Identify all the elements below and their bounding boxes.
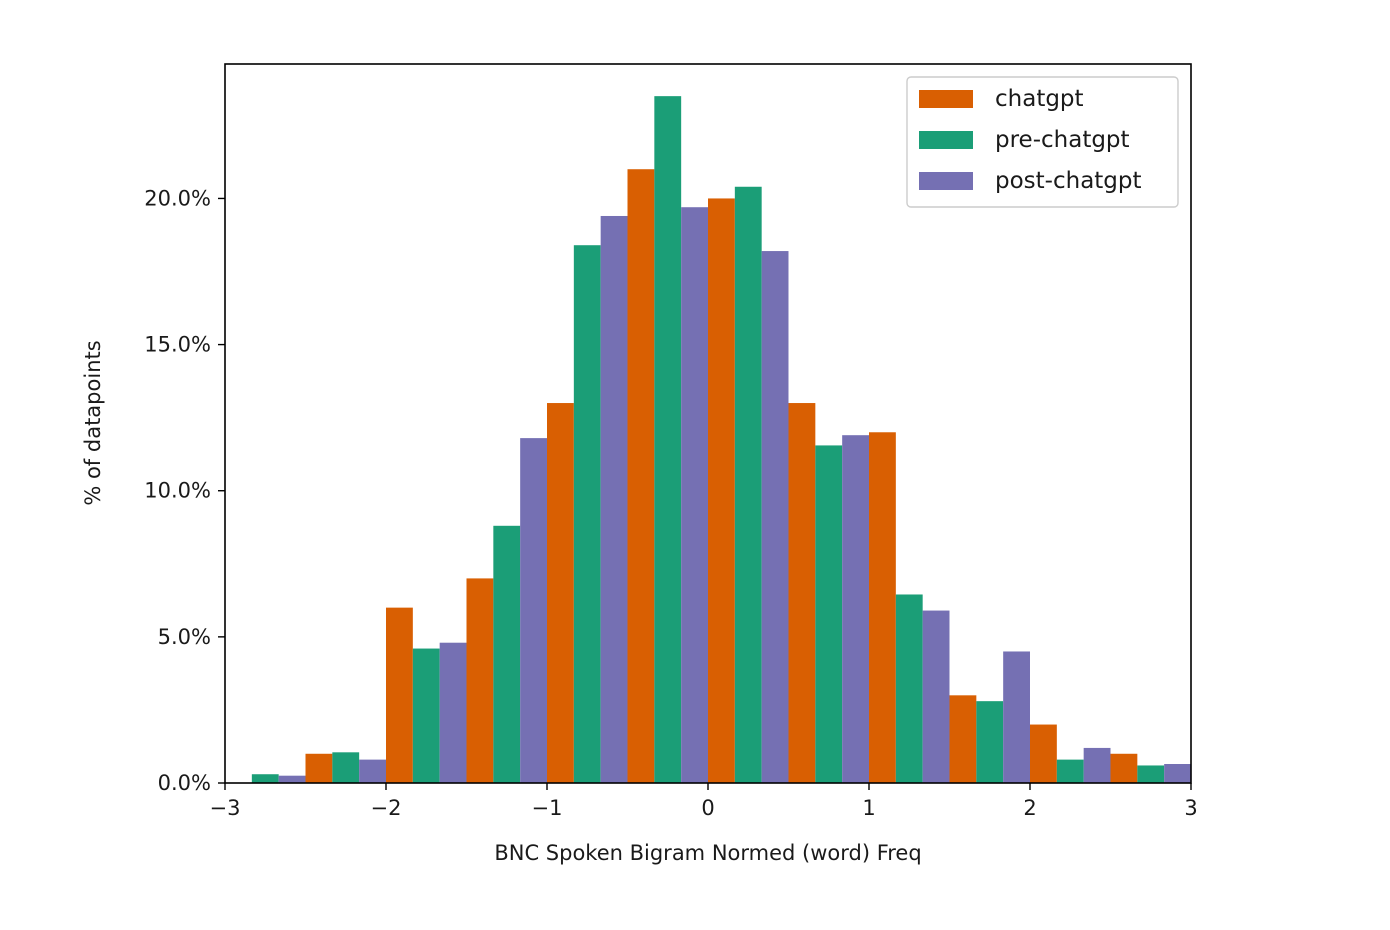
legend: chatgpt pre-chatgpt post-chatgpt: [906, 76, 1179, 208]
bar-pre-chatgpt-bin-11: [1137, 765, 1165, 783]
y-tick-label: 0.0%: [158, 771, 211, 795]
bar-chatgpt-bin-2: [386, 607, 413, 783]
bar-pre-chatgpt-bin-8: [895, 594, 923, 783]
bar-post-chatgpt-bin-0: [278, 775, 306, 783]
bar-pre-chatgpt-bin-7: [815, 445, 843, 783]
bar-pre-chatgpt-bin-3: [493, 525, 521, 783]
bar-chatgpt-bin-4: [547, 403, 574, 783]
bar-chatgpt-bin-7: [788, 403, 816, 783]
bar-post-chatgpt-bin-4: [600, 215, 628, 783]
y-tick-label: 20.0%: [144, 186, 211, 210]
bar-post-chatgpt-bin-10: [1083, 747, 1111, 783]
bar-post-chatgpt-bin-8: [922, 610, 950, 783]
bar-post-chatgpt-bin-3: [520, 438, 547, 783]
legend-swatch-pre-chatgpt: [919, 131, 973, 149]
bar-pre-chatgpt-bin-4: [573, 245, 601, 784]
x-tick-label: −3: [210, 796, 241, 820]
bar-chatgpt-bin-11: [1110, 753, 1138, 783]
bar-chatgpt-bin-9: [949, 695, 977, 783]
legend-label-pre-chatgpt: pre-chatgpt: [995, 127, 1130, 153]
x-axis: −3 −2 −1 0 1 2 3: [210, 783, 1198, 820]
y-tick-label: 10.0%: [144, 479, 211, 503]
legend-label-post-chatgpt: post-chatgpt: [995, 168, 1142, 194]
bar-pre-chatgpt-bin-6: [734, 186, 762, 783]
bar-pre-chatgpt-bin-5: [654, 96, 682, 784]
x-tick-label: −2: [371, 796, 402, 820]
x-axis-label: BNC Spoken Bigram Normed (word) Freq: [494, 841, 921, 865]
bar-chatgpt-bin-10: [1030, 724, 1057, 783]
bar-pre-chatgpt-bin-10: [1056, 759, 1084, 783]
bar-chatgpt-bin-3: [466, 578, 494, 783]
x-tick-label: 1: [862, 796, 875, 820]
bar-pre-chatgpt-bin-2: [412, 648, 440, 783]
bar-pre-chatgpt-bin-0: [251, 774, 279, 783]
x-tick-label: 2: [1023, 796, 1036, 820]
bar-chatgpt-bin-1: [305, 753, 333, 783]
bar-post-chatgpt-bin-2: [439, 642, 467, 783]
bar-post-chatgpt-bin-6: [761, 251, 789, 784]
legend-swatch-chatgpt: [919, 90, 973, 108]
y-axis: 0.0% 5.0% 10.0% 15.0% 20.0%: [144, 186, 225, 795]
legend-label-chatgpt: chatgpt: [995, 86, 1084, 112]
bar-chatgpt-bin-6: [708, 198, 735, 784]
x-tick-label: 3: [1184, 796, 1197, 820]
bar-chatgpt-bin-5: [627, 169, 655, 784]
y-tick-label: 5.0%: [158, 625, 211, 649]
bars-layer: [251, 96, 1191, 784]
x-tick-label: −1: [532, 796, 563, 820]
bar-post-chatgpt-bin-5: [681, 207, 708, 783]
x-tick-label: 0: [701, 796, 714, 820]
bar-pre-chatgpt-bin-1: [332, 752, 360, 783]
bar-post-chatgpt-bin-11: [1164, 764, 1191, 783]
y-tick-label: 15.0%: [144, 333, 211, 357]
bar-post-chatgpt-bin-1: [359, 759, 386, 783]
legend-frame: [906, 76, 1179, 208]
legend-swatch-post-chatgpt: [919, 172, 973, 190]
bar-chatgpt-bin-8: [869, 432, 896, 783]
bar-post-chatgpt-bin-7: [842, 435, 869, 783]
bar-pre-chatgpt-bin-9: [976, 701, 1004, 783]
y-axis-label: % of datapoints: [81, 340, 105, 505]
bar-post-chatgpt-bin-9: [1003, 651, 1030, 783]
